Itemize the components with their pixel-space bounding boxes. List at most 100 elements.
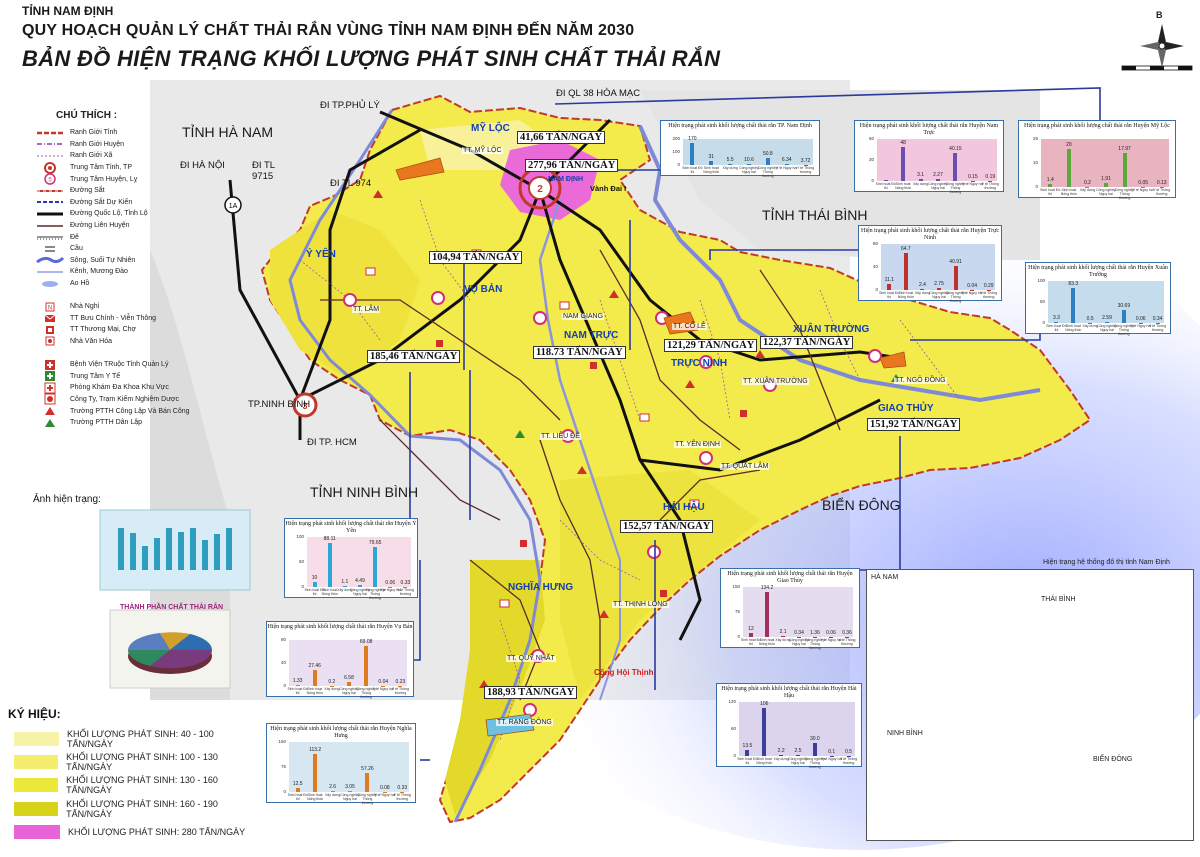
legend-item: Trường PTTH Dân Lập <box>36 417 221 429</box>
chart-category-label: Sinh hoạt Đô thị <box>287 687 308 695</box>
chart-bar <box>887 283 892 290</box>
chart-bar <box>784 164 789 165</box>
legend-item-label: TT Bưu Chính - Viễn Thông <box>70 314 157 322</box>
market-icon <box>36 325 64 335</box>
dist-my-loc: MỸ LỘC <box>471 123 510 134</box>
legend-item-label: Sông, Suối Tự Nhiên <box>70 256 136 264</box>
chart-category-label: Sinh hoạt Đô thị <box>682 166 703 174</box>
chart-category-label: Sinh hoạt Đô thị <box>737 757 758 765</box>
chart-category-label: Công nghiệp Thông thường <box>945 182 966 194</box>
chart-category-label: Xây dựng <box>912 182 929 186</box>
chart-value-label: 4.49 <box>355 577 365 584</box>
chart-category-label: Công nghiệp Nguy hại <box>339 687 359 695</box>
ton-my-loc: 41,66 TẤN/NGÀY <box>517 131 606 144</box>
chart-category-label: Công nghiệp Nguy hại <box>929 291 949 299</box>
river-day <box>288 109 542 823</box>
chart-tick-label: 80 <box>280 637 286 642</box>
chart-category-label: Y tế Nguy hại <box>961 291 983 295</box>
chart-bar <box>747 163 751 165</box>
chart-category-label: Sinh hoạt Đô thị <box>1040 188 1061 196</box>
chart-bar <box>953 266 958 290</box>
chart-bar <box>829 755 834 756</box>
chart-plot-area: 80 40 0 1.33 Sinh hoạt Đô thị 27.46 Sinh hoạt … <box>281 637 409 699</box>
chart-bar <box>745 749 750 756</box>
chart-tick-label: 60 <box>868 136 874 141</box>
medcenter-icon <box>36 371 64 382</box>
legend-item: Trung Tâm Tỉnh, TP <box>36 161 221 174</box>
chart-category-label: Y tế Nguy hại <box>821 757 843 761</box>
town-lieu-de: TT. LIỄU ĐỀ <box>540 433 581 440</box>
legend-item-label: Ranh Giới Xã <box>70 152 113 160</box>
town-tt-lam: TT. LÂM <box>352 306 381 313</box>
chart-value-label: 0.2 <box>1083 179 1091 186</box>
chart-value-label: 0.06 <box>1135 315 1146 322</box>
chart-plot-area: 120 60 0 13.5 Sinh hoạt Đô thị 106 Sinh hoạt N… <box>728 699 857 769</box>
chart-value-label: 10 <box>311 575 318 581</box>
legend-item: Đường Sắt Dự Kiến <box>36 197 221 209</box>
chart-tick-label: 200 <box>672 136 680 141</box>
chart-value-label: 0.05 <box>1138 179 1149 186</box>
province-name: TỈNH NAM ĐỊNH <box>22 4 114 18</box>
gap-icon <box>36 348 64 358</box>
chart-category-label: Công nghiệp Nguy hại <box>1096 188 1116 196</box>
town-ngo-dong: TT. NGÔ ĐỒNG <box>894 377 947 384</box>
chart-category-label: Xây dựng <box>1079 188 1096 192</box>
chart-value-label: 88.11 <box>323 535 336 542</box>
chart-category-label: Sinh hoạt Nông thôn <box>321 588 338 596</box>
chart-category-label: Công nghiệp Thông thường <box>1113 324 1134 336</box>
chart-value-label: 113.2 <box>309 747 322 754</box>
legend-item: Ranh Giới Huyện <box>36 139 221 151</box>
chart-bar <box>403 586 408 587</box>
chart-truc-ninh: Hiện trạng phát sinh khối lượng chất thả… <box>858 225 1002 303</box>
zone-yyen <box>270 210 420 380</box>
chart-category-label: Sinh hoạt Đô thị <box>740 638 762 646</box>
chart-tick-label: 80 <box>872 241 878 246</box>
chart-value-label: 0.23 <box>395 678 406 685</box>
chart-tick-label: 0 <box>283 789 286 794</box>
town-nam-dinh-city: NAM ĐỊNH <box>548 176 583 183</box>
dir-tl9715: ĐI TL 9715 <box>252 160 275 182</box>
chart-tick-label: 60 <box>730 726 736 731</box>
chart-value-label: 1.4 <box>1046 177 1054 184</box>
chart-value-label: 69.08 <box>359 639 373 646</box>
legend-item: Đường Sắt <box>36 185 221 197</box>
chart-tick-label: 40 <box>872 264 878 269</box>
chart-bar <box>937 288 941 290</box>
chart-category-label: Công nghiệp Nguy hại <box>739 166 759 174</box>
dir-hcm: ĐI TP. HCM <box>307 437 357 448</box>
town-quat-lam: TT. QUẤT LÂM <box>720 463 770 470</box>
chart-value-label: 31 <box>708 153 715 160</box>
chart-category-label: Y tế Nguy hại <box>374 793 396 797</box>
chart-bar <box>762 708 767 756</box>
chart-category-label: Y tế Thông thường <box>797 166 815 174</box>
chart-value-label: 0.2 <box>328 678 336 685</box>
chart-category-label: Y tế Nguy hại <box>776 166 798 170</box>
chart-title: Hiện trạng phát sinh khối lượng chất thả… <box>859 123 999 136</box>
chart-bar <box>1105 321 1109 323</box>
chart-value-label: 30.69 <box>1117 303 1131 310</box>
road-shields: 1A <box>224 196 242 214</box>
ky-hieu-item: KHỐI LƯỢNG PHÁT SINH: 280 TẤN/NGÀY <box>8 821 258 844</box>
town-thinh-long: TT. THỊNH LONG <box>612 601 669 608</box>
chart-plot-area: 150 75 0 12.5 Sinh hoạt Đô thị 113.2 Sinh hoạt… <box>278 739 410 805</box>
chart-tick-label: 50 <box>1039 299 1045 304</box>
chart-bar <box>1138 322 1143 323</box>
chart-value-label: 6.58 <box>344 675 354 682</box>
chart-tick-label: 50 <box>298 559 304 564</box>
chart-category-label: Y tế Nguy hại <box>962 182 984 186</box>
chart-value-label: 12 <box>748 626 754 632</box>
chart-tick-label: 30 <box>868 157 874 162</box>
chart-bar <box>1048 184 1053 187</box>
chart-title: Hiện trạng phát sinh khối lượng chất thả… <box>1028 265 1168 278</box>
chart-bar <box>295 685 300 686</box>
chart-category-label: Y tế Thông thường <box>393 793 411 801</box>
river-ninhco <box>599 499 621 701</box>
dyke-icon <box>36 232 64 242</box>
chart-value-label: 0.34 <box>1152 315 1163 322</box>
chart-bar <box>846 755 851 756</box>
chart-tick-label: 150 <box>732 584 740 589</box>
color-swatch <box>14 801 59 816</box>
town-vanh-dai: Vành Đai I <box>590 184 627 193</box>
chart-hai-hau: Hiện trạng phát sinh khối lượng chất thả… <box>716 683 862 769</box>
chart-category-label: Y tế Thông thường <box>980 291 998 299</box>
